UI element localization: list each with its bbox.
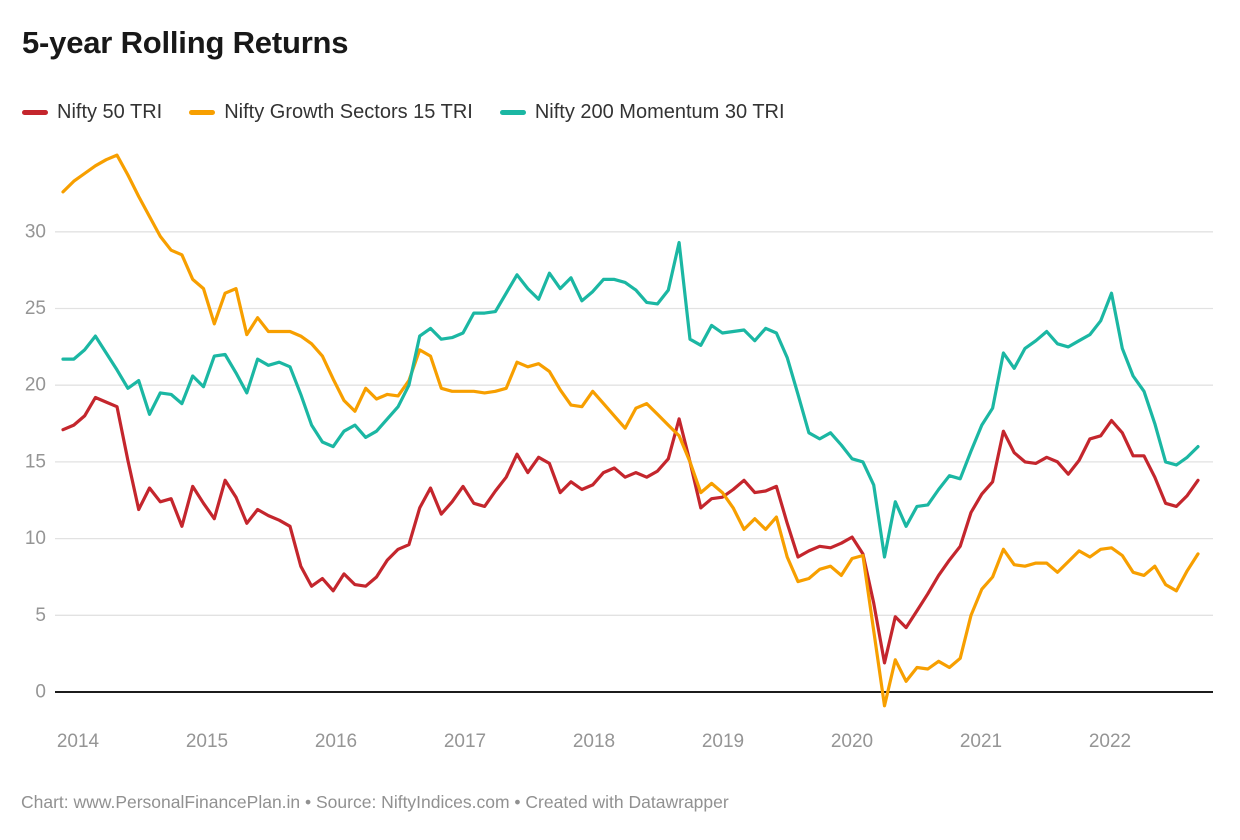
y-axis-label-10: 10 xyxy=(25,528,46,549)
legend-item-nifty-growth-sectors-15-tri: Nifty Growth Sectors 15 TRI xyxy=(189,101,473,124)
series-line-nifty-200-momentum-30-tri xyxy=(61,240,1200,559)
legend: Nifty 50 TRI Nifty Growth Sectors 15 TRI… xyxy=(22,101,785,124)
legend-label-nifty-200-momentum-30-tri: Nifty 200 Momentum 30 TRI xyxy=(534,101,785,123)
legend-item-nifty-200-momentum-30-tri: Nifty 200 Momentum 30 TRI xyxy=(499,101,785,124)
x-axis-label-2019: 2019 xyxy=(702,731,744,752)
y-axis-label-30: 30 xyxy=(25,221,46,242)
chart-title: 5-year Rolling Returns xyxy=(22,25,349,60)
y-axis-label-0: 0 xyxy=(35,682,46,703)
x-axis-label-2017: 2017 xyxy=(444,731,486,752)
x-axis-label-2015: 2015 xyxy=(186,731,228,752)
y-axis-label-5: 5 xyxy=(35,605,46,626)
x-axis-label-2014: 2014 xyxy=(57,731,100,752)
legend-label-nifty-growth-sectors-15-tri: Nifty Growth Sectors 15 TRI xyxy=(224,101,473,123)
x-axis-label-2022: 2022 xyxy=(1089,731,1131,752)
legend-swatch-nifty-growth-sectors-15-tri xyxy=(189,110,216,115)
y-axis-label-20: 20 xyxy=(25,375,46,396)
footer-attribution: Chart: www.PersonalFinancePlan.in • Sour… xyxy=(21,792,729,812)
series-line-nifty-growth-sectors-15-tri xyxy=(61,153,1200,708)
series-line-nifty-50-tri xyxy=(61,395,1200,665)
x-axis-label-2020: 2020 xyxy=(831,731,873,752)
y-axis-label-15: 15 xyxy=(25,451,46,472)
legend-swatch-nifty-50-tri xyxy=(22,110,48,115)
legend-label-nifty-50-tri: Nifty 50 TRI xyxy=(57,101,163,123)
legend-item-nifty-50-tri: Nifty 50 TRI xyxy=(22,101,162,124)
y-axis-label-25: 25 xyxy=(25,298,46,319)
x-axis-label-2021: 2021 xyxy=(960,731,1002,752)
x-axis-label-2018: 2018 xyxy=(573,731,615,752)
x-axis-label-2016: 2016 xyxy=(315,731,357,752)
legend-swatch-nifty-200-momentum-30-tri xyxy=(499,110,526,115)
